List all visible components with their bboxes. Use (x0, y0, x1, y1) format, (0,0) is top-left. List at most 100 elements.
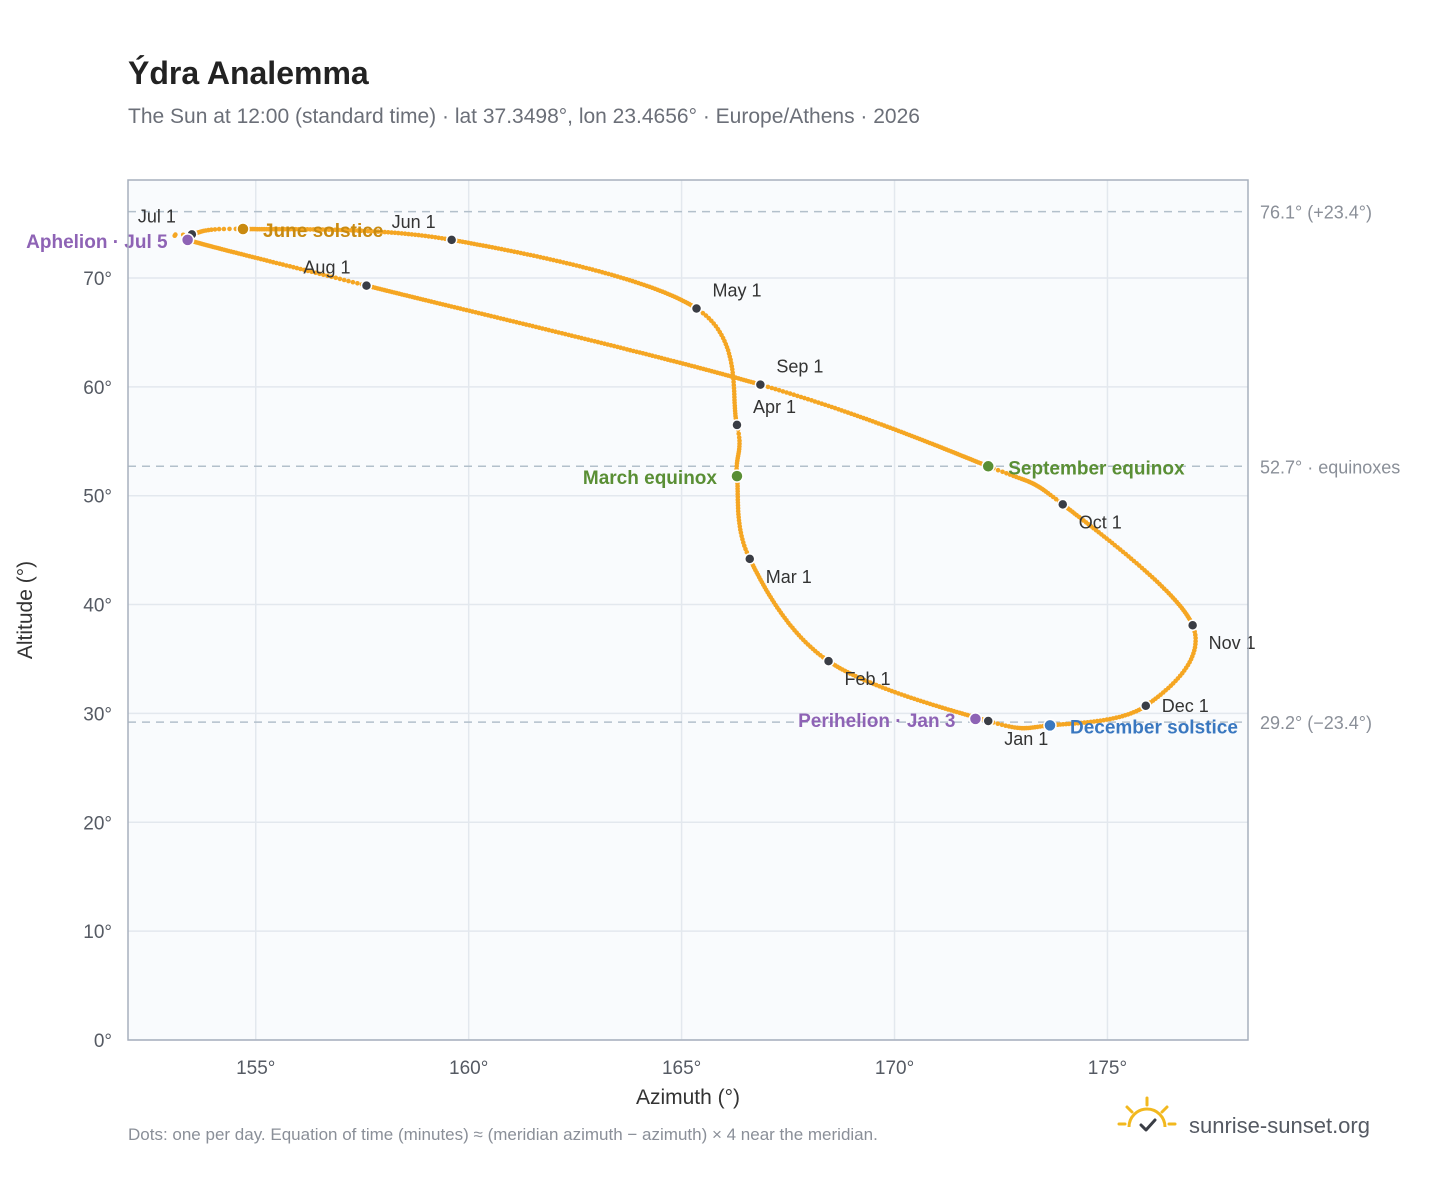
daily-dot (736, 431, 741, 437)
daily-dot (1193, 635, 1198, 641)
daily-dot (305, 268, 311, 274)
month-marker (743, 553, 756, 565)
chart-subtitle: The Sun at 12:00 (standard time) · lat 3… (128, 105, 920, 128)
x-tick-label: 175° (1088, 1058, 1127, 1079)
daily-dot (402, 231, 408, 236)
event-marker (730, 469, 744, 483)
daily-dot (337, 276, 343, 282)
event-label: Perihelion · Jan 3 (798, 711, 955, 732)
daily-dot (791, 392, 797, 398)
event-marker (968, 712, 983, 726)
y-tick-label: 10° (83, 922, 112, 943)
event-marker (180, 233, 195, 247)
daily-dot (399, 231, 405, 236)
month-marker (754, 378, 767, 391)
daily-dot (291, 264, 296, 270)
daily-dot (349, 228, 354, 233)
daily-dot (375, 229, 381, 234)
daily-dot (212, 227, 218, 232)
month-marker (822, 655, 835, 667)
month-label: Feb 1 (845, 669, 891, 689)
month-label: Apr 1 (753, 397, 796, 417)
month-marker (1186, 619, 1199, 631)
month-label: Mar 1 (766, 567, 812, 587)
reference-line-label: 76.1° (+23.4°) (1260, 203, 1372, 223)
x-tick-label: 165° (662, 1058, 701, 1079)
daily-dot (321, 272, 326, 278)
y-tick-label: 30° (83, 704, 112, 725)
event-marker (236, 222, 250, 236)
daily-dot (221, 226, 227, 232)
reference-line-label: 29.2° (−23.4°) (1260, 713, 1372, 733)
daily-dot (737, 438, 742, 444)
daily-dot (784, 390, 789, 395)
month-marker (690, 302, 703, 315)
daily-dot (355, 281, 360, 286)
daily-dot (336, 227, 341, 233)
daily-dot (416, 232, 421, 238)
month-marker (1057, 498, 1069, 511)
daily-dot (795, 393, 800, 399)
daily-dot (317, 271, 322, 277)
y-tick-label: 40° (83, 596, 112, 617)
daily-dot (326, 227, 332, 232)
footnote: Dots: one per day. Equation of time (min… (128, 1125, 878, 1144)
daily-dot (346, 278, 351, 284)
y-axis-label: Altitude (°) (14, 561, 37, 659)
daily-dot (365, 228, 371, 234)
month-marker (445, 234, 458, 246)
daily-dot (342, 227, 348, 233)
month-marker (982, 715, 994, 727)
brand-name[interactable]: sunrise-sunset.org (1189, 1113, 1370, 1138)
month-label: Oct 1 (1079, 512, 1122, 532)
month-label: Nov 1 (1209, 633, 1256, 653)
x-tick-label: 155° (236, 1058, 275, 1079)
daily-dot (332, 227, 338, 233)
month-label: Aug 1 (303, 258, 350, 278)
daily-dot (333, 275, 339, 281)
daily-dot (769, 385, 775, 391)
daily-dot (392, 230, 398, 236)
daily-dot (995, 721, 1001, 726)
plot-border (127, 179, 1249, 1041)
daily-dot (1053, 496, 1059, 502)
event-markers: Aphelion · Jul 5 June solstice March equin… (26, 221, 1238, 738)
y-tick-label: 60° (83, 378, 112, 399)
daily-dot (216, 226, 222, 232)
daily-dot (227, 226, 232, 232)
event-label: September equinox (1008, 458, 1185, 479)
month-label: Dec 1 (1162, 696, 1209, 716)
daily-dot (355, 228, 361, 233)
daily-dot (780, 389, 786, 394)
daily-dot (325, 273, 330, 279)
month-label: Jan 1 (1004, 729, 1048, 749)
x-tick-label: 170° (875, 1058, 914, 1079)
daily-dot (773, 386, 778, 392)
reference-line-label: 52.7° · equinoxes (1260, 457, 1400, 477)
daily-dot (172, 233, 177, 238)
x-tick-label: 160° (449, 1058, 488, 1079)
month-marker (1140, 700, 1152, 712)
daily-dot (433, 235, 438, 240)
daily-dot (409, 232, 415, 237)
event-label: Aphelion · Jul 5 (26, 232, 168, 253)
sun-logo-icon (1117, 1096, 1177, 1132)
axis-ticks: 155° 160° 165° 170° 175° 0° 10° 20° 30° 40° 50° 60°… (83, 269, 1127, 1079)
y-tick-label: 50° (83, 487, 112, 508)
month-markers: Jan 1 Feb 1 Mar 1 Apr 1 May 1 Jun 1 Jul 1 Aug 1… (138, 206, 1256, 749)
daily-dot (329, 274, 334, 280)
daily-dot (1004, 471, 1009, 476)
month-label: Sep 1 (776, 357, 823, 377)
daily-dot (313, 270, 318, 276)
daily-dot (412, 232, 418, 238)
daily-dot (1000, 469, 1005, 475)
daily-dot (787, 391, 793, 396)
month-label: May 1 (713, 280, 762, 300)
daily-dot (805, 396, 811, 402)
y-tick-label: 0° (94, 1031, 112, 1052)
daily-dot (385, 230, 391, 235)
event-marker (1043, 718, 1057, 733)
daily-dot (995, 467, 1001, 473)
event-label: March equinox (583, 468, 718, 489)
